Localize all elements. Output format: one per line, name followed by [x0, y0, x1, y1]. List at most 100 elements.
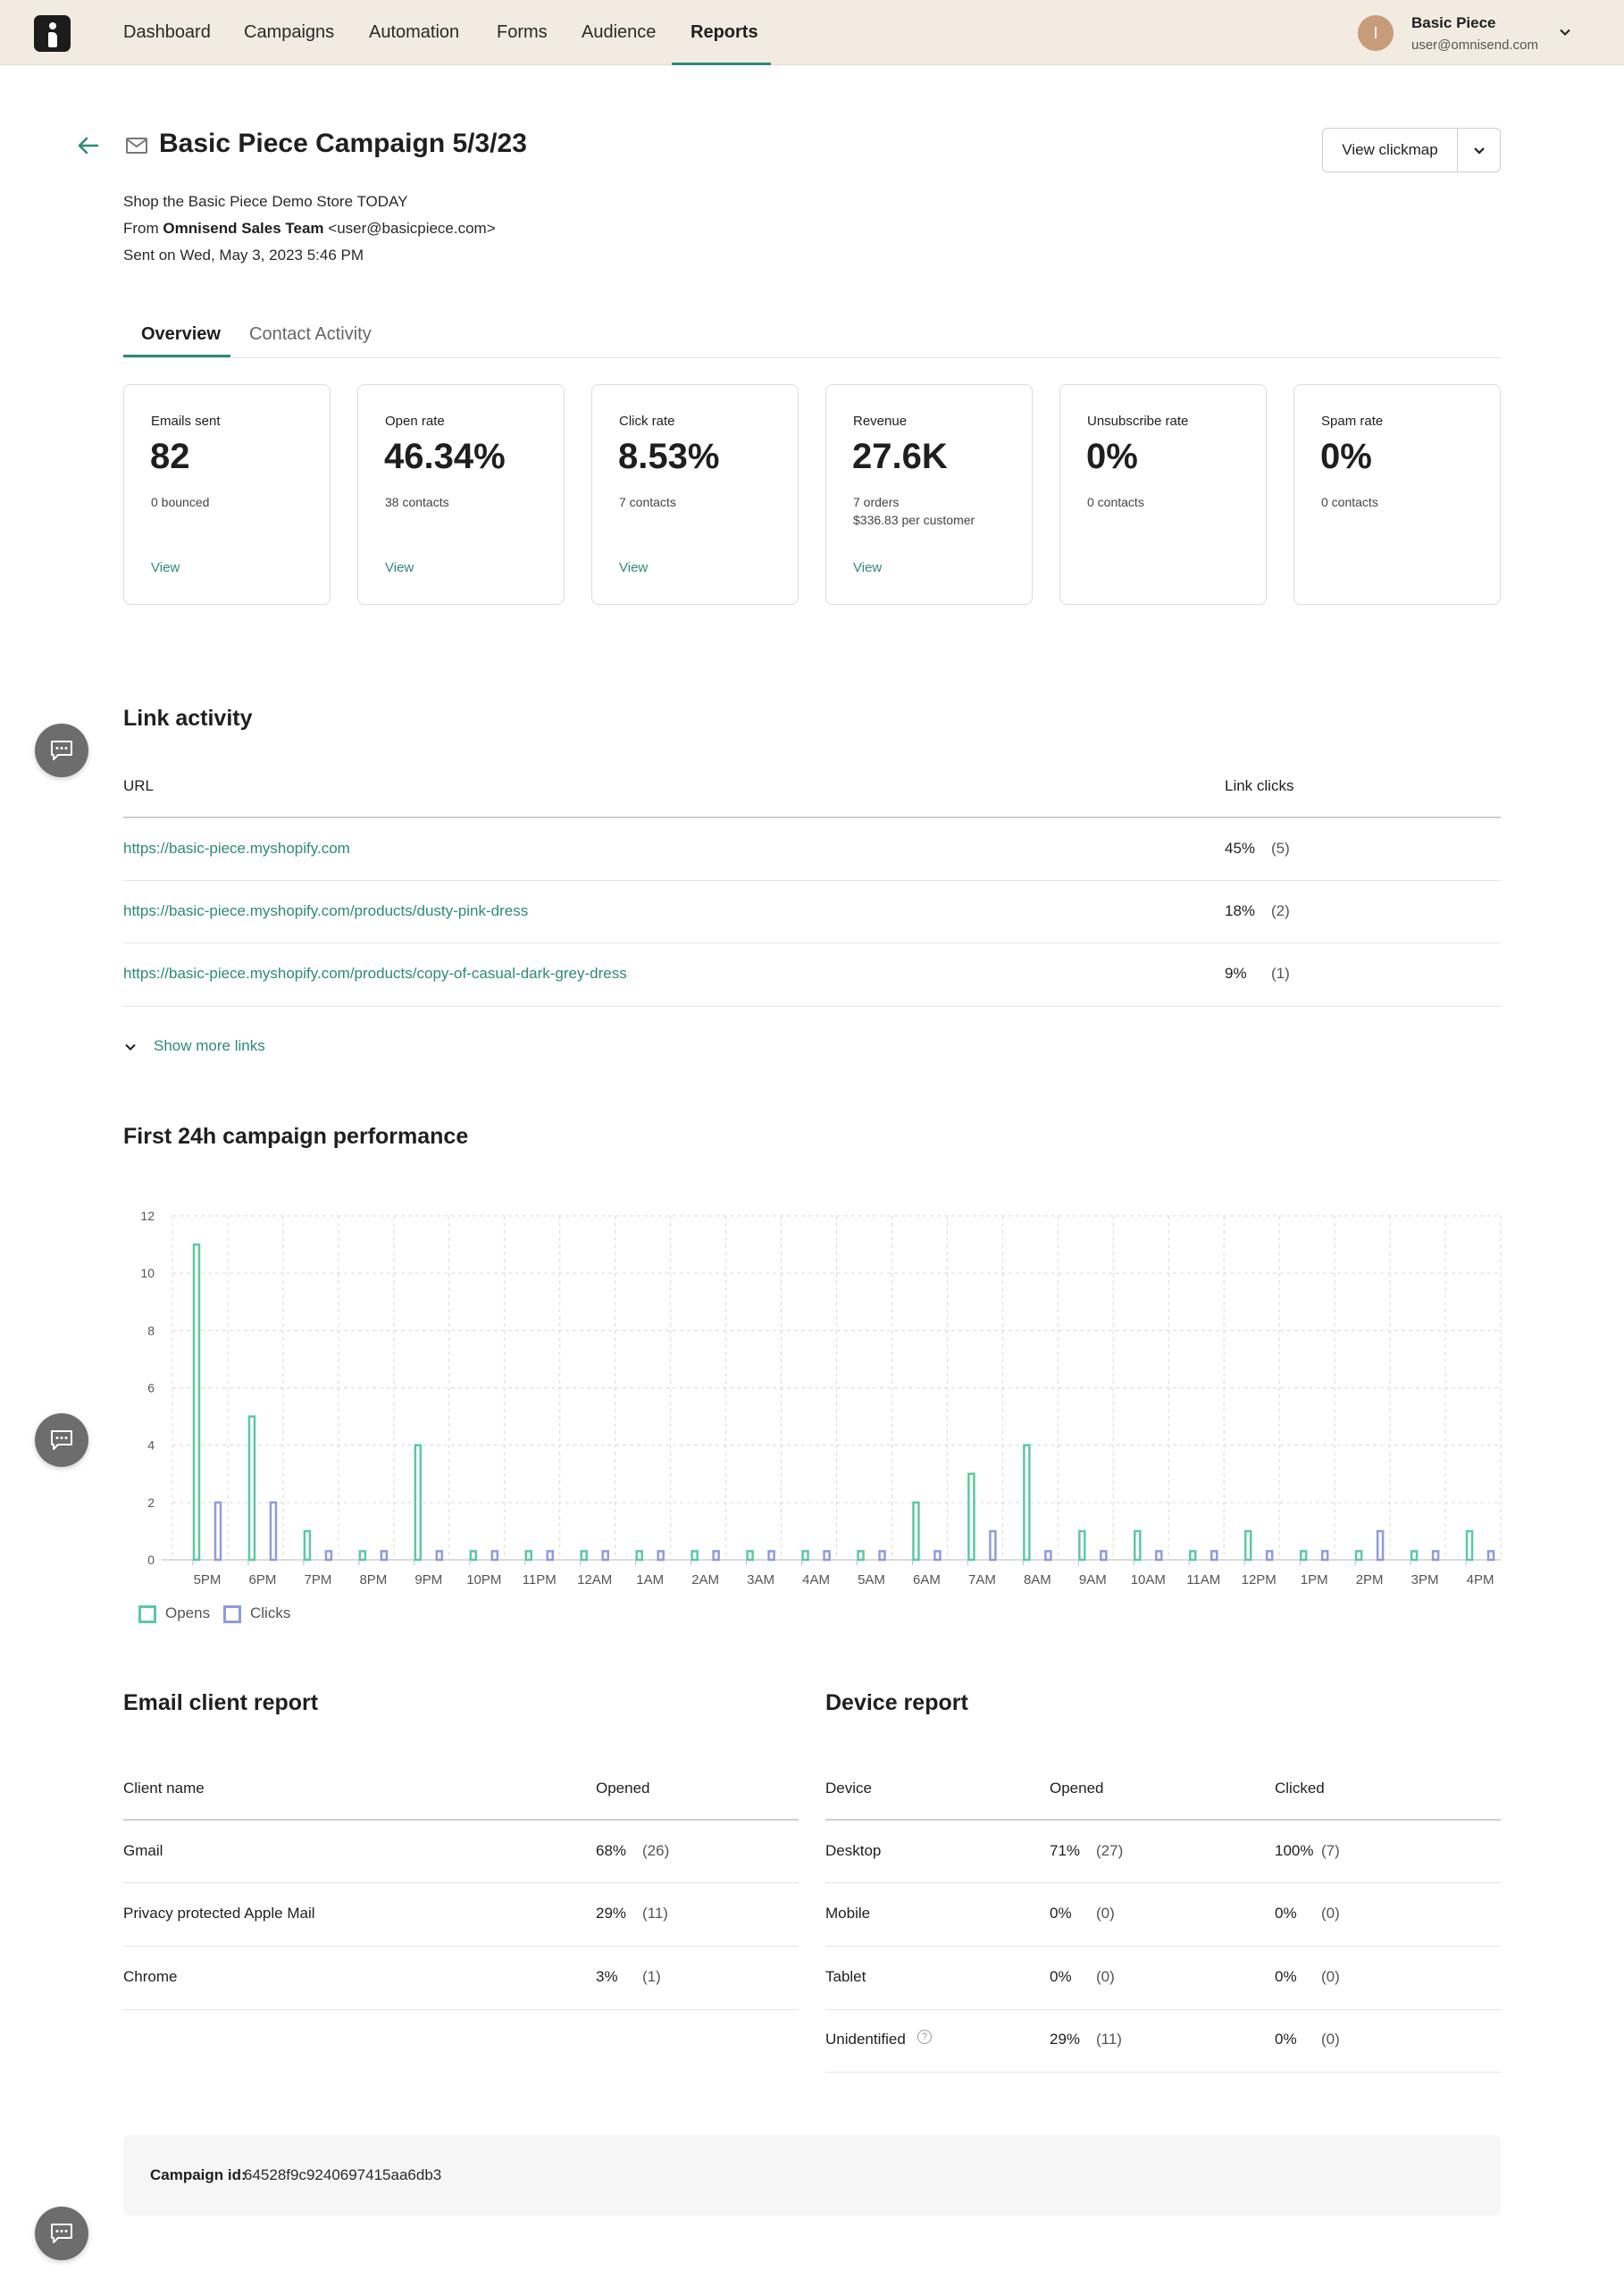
nav-campaigns[interactable]: Campaigns — [244, 22, 335, 42]
nav-audience[interactable]: Audience — [582, 22, 657, 42]
chart-bar-clicks — [1265, 1550, 1274, 1562]
card-view-link[interactable]: View — [853, 560, 883, 575]
row-divider — [825, 2072, 1501, 2073]
campaign-id-value[interactable]: 64528f9c9240697415aa6db3 — [244, 2166, 442, 2183]
link-click-count: (2) — [1271, 902, 1290, 919]
chat-button[interactable] — [35, 724, 88, 777]
omnisend-logo-icon[interactable] — [34, 15, 71, 52]
chevron-down-icon[interactable] — [1558, 25, 1572, 39]
card-subtext-line: 0 contacts — [1087, 495, 1144, 509]
chart-bar-clicks — [1155, 1550, 1163, 1562]
y-tick-label: 10 — [140, 1266, 155, 1280]
chart-bar-clicks — [1044, 1550, 1052, 1562]
tab-contact-activity[interactable]: Contact Activity — [249, 324, 372, 344]
chart-bar-opens — [1243, 1529, 1252, 1562]
card-subtext-line: 0 bounced — [151, 495, 210, 509]
client-opened-percent: 29% — [596, 1905, 627, 1922]
link-url[interactable]: https://basic-piece.myshopify.com/produc… — [123, 965, 627, 982]
performance-chart: 0 2 4 6 8 10 12 5PM 6PM 7PM 8PM 9PM 10PM 11PM 12AM 1AM 2… — [140, 1209, 1502, 1587]
view-clickmap-button[interactable]: View clickmap — [1342, 141, 1438, 158]
chart-bar-clicks — [1486, 1550, 1495, 1562]
nav-reports[interactable]: Reports — [691, 22, 758, 42]
card-subtext: 0 bounced — [151, 493, 209, 511]
chat-button[interactable] — [35, 2207, 88, 2260]
card-value: 8.53% — [618, 437, 720, 476]
nav-forms[interactable]: Forms — [497, 22, 548, 42]
chevron-down-icon — [125, 1043, 136, 1051]
link-click-percent: 45% — [1225, 840, 1256, 857]
card-label: Click rate — [619, 414, 675, 429]
row-divider — [825, 1882, 1501, 1883]
card-subtext-line: 7 contacts — [619, 495, 676, 509]
card-value: 0% — [1086, 437, 1138, 476]
nav-dashboard[interactable]: Dashboard — [123, 22, 211, 42]
show-more-links-label: Show more links — [154, 1037, 265, 1054]
card-view-link[interactable]: View — [385, 560, 414, 575]
nav-automation[interactable]: Automation — [369, 22, 460, 42]
email-from: From Omnisend Sales Team <user@basicpiec… — [123, 220, 496, 238]
x-tick-label: 1PM — [1301, 1572, 1328, 1587]
card-subtext: 7 orders $336.83 per customer — [853, 493, 975, 529]
chart-bar-opens — [691, 1550, 699, 1562]
chart-bar-opens — [912, 1501, 920, 1562]
sent-date: Sent on Wed, May 3, 2023 5:46 PM — [123, 247, 364, 264]
chart-bar-opens — [469, 1550, 478, 1562]
card-value: 46.34% — [384, 437, 506, 476]
clickmap-dropdown-button[interactable] — [1458, 129, 1501, 172]
card-subtext: 38 contacts — [385, 493, 449, 511]
link-url[interactable]: https://basic-piece.myshopify.com/produc… — [123, 902, 529, 919]
client-name: Privacy protected Apple Mail — [123, 1905, 315, 1922]
device-clicked-count: (0) — [1321, 2031, 1340, 2048]
table-header-divider — [123, 1819, 799, 1821]
row-divider — [123, 880, 1501, 881]
user-name[interactable]: Basic Piece — [1411, 14, 1496, 31]
chart-bar-clicks — [1376, 1529, 1385, 1562]
device-opened-percent: 0% — [1050, 1968, 1072, 1985]
column-header-opened: Opened — [1050, 1780, 1104, 1797]
device-clicked-percent: 0% — [1275, 2031, 1297, 2048]
chart-bar-opens — [303, 1529, 312, 1562]
x-tick-label: 11PM — [523, 1572, 557, 1587]
legend-label: Opens — [165, 1604, 211, 1621]
tab-overview[interactable]: Overview — [141, 324, 221, 344]
from-prefix: From — [123, 220, 159, 237]
chart-bar-opens — [414, 1444, 423, 1562]
device-name: Unidentified — [825, 2031, 906, 2048]
back-arrow-icon[interactable] — [77, 134, 100, 157]
link-click-percent: 18% — [1225, 902, 1256, 919]
x-tick-label: 7AM — [968, 1572, 996, 1587]
avatar[interactable]: I — [1358, 15, 1394, 51]
card-view-link[interactable]: View — [151, 560, 180, 575]
y-tick-label: 0 — [147, 1553, 155, 1567]
chart-bar-clicks — [490, 1550, 499, 1562]
chart-bar-clicks — [657, 1550, 665, 1562]
device-clicked-percent: 0% — [1275, 1905, 1297, 1922]
top-navigation: Dashboard Campaigns Automation Forms Aud… — [0, 0, 1624, 65]
chart-bar-opens — [857, 1550, 865, 1562]
stat-card-revenue: Revenue 27.6K 7 orders $336.83 per custo… — [825, 384, 1033, 605]
x-tick-label: 4AM — [802, 1572, 830, 1587]
chart-bar-clicks — [823, 1550, 831, 1562]
card-label: Spam rate — [1321, 414, 1384, 429]
x-tick-label: 12PM — [1242, 1572, 1277, 1587]
card-label: Revenue — [853, 414, 908, 429]
y-tick-label: 6 — [147, 1381, 155, 1395]
card-view-link[interactable]: View — [619, 560, 649, 575]
campaign-id-box: Campaign id: 64528f9c9240697415aa6db3 — [123, 2135, 1501, 2216]
chart-bar-opens — [635, 1550, 643, 1562]
email-subject: Shop the Basic Piece Demo Store TODAY — [123, 193, 408, 210]
chat-button[interactable] — [35, 1413, 88, 1467]
device-opened-count: (0) — [1096, 1905, 1115, 1922]
device-clicked-count: (0) — [1321, 1968, 1340, 1985]
link-url[interactable]: https://basic-piece.myshopify.com — [123, 840, 350, 857]
chart-bar-opens — [580, 1550, 588, 1562]
column-header-clicked: Clicked — [1275, 1780, 1325, 1797]
client-name: Chrome — [123, 1968, 178, 1985]
chart-bar-opens — [1299, 1550, 1308, 1562]
chat-bubble-icon — [51, 741, 72, 760]
stat-card-click-rate: Click rate 8.53% 7 contacts View — [591, 384, 799, 605]
x-tick-label: 5AM — [858, 1572, 885, 1587]
chat-bubble-icon — [51, 1430, 72, 1450]
help-icon[interactable]: ? — [917, 2030, 932, 2044]
row-divider — [123, 942, 1501, 943]
